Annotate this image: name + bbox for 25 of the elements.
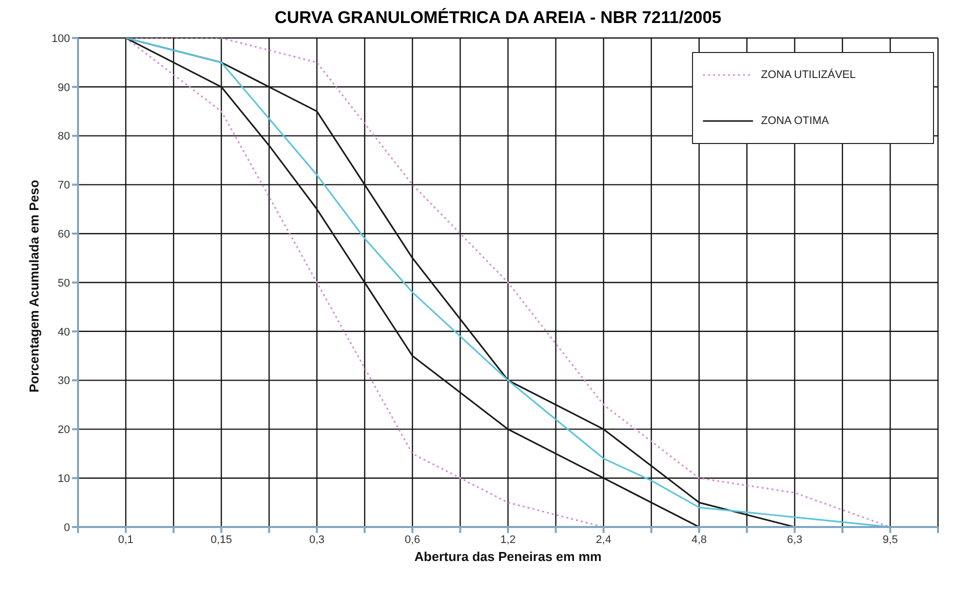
y-tick-label: 20	[58, 424, 70, 436]
y-tick-label: 40	[58, 326, 70, 338]
y-axis-title: Porcentagem Acumulada em Peso	[26, 180, 42, 392]
x-tick-label: 9,5	[882, 534, 898, 546]
y-tick-label: 80	[58, 130, 70, 143]
x-tick-label: 4,8	[691, 534, 707, 546]
y-tick-label: 0	[64, 522, 70, 534]
x-tick-label: 0,15	[210, 534, 232, 546]
x-tick-label: 2,4	[596, 534, 612, 546]
y-tick-label: 10	[58, 473, 70, 486]
x-tick-label: 0,6	[404, 534, 420, 546]
x-axis-title: Abertura das Peneiras em mm	[414, 549, 602, 564]
y-tick-label: 50	[58, 277, 70, 290]
x-tick-label: 1,2	[500, 534, 516, 546]
x-tick-label: 0,3	[309, 534, 325, 546]
y-tick-label: 70	[58, 180, 70, 192]
legend-label: ZONA OTIMA	[761, 115, 829, 127]
x-tick-label: 0,1	[118, 534, 134, 546]
legend-label: ZONA UTILIZÁVEL	[761, 69, 856, 81]
y-tick-label: 100	[52, 32, 70, 45]
chart-title: CURVA GRANULOMÉTRICA DA AREIA - NBR 7211/2005	[274, 8, 722, 29]
y-tick-label: 30	[58, 375, 70, 388]
y-tick-label: 90	[58, 82, 70, 94]
x-tick-label: 6,3	[787, 534, 802, 546]
y-tick-label: 60	[58, 228, 70, 241]
